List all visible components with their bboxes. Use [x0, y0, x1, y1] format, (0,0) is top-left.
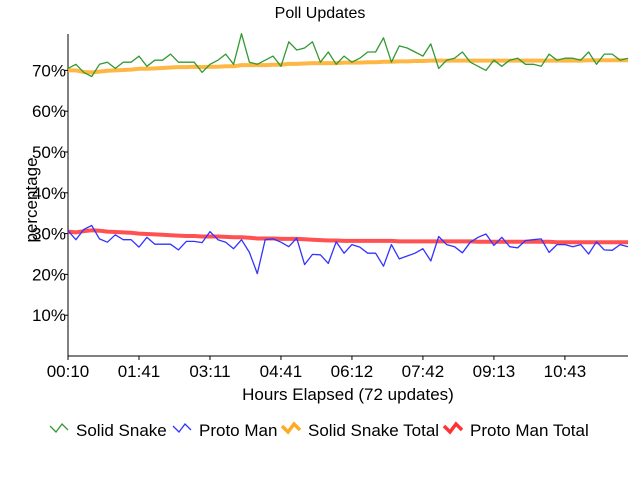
y-tick-label: 30%	[32, 225, 66, 244]
x-tick-label: 07:42	[402, 362, 445, 381]
x-tick-label: 03:11	[189, 362, 230, 381]
series-line-proto-man	[67, 224, 629, 275]
series-line-solid-snake-total	[68, 58, 628, 75]
y-tick-label: 70%	[32, 61, 66, 80]
y-tick-label: 10%	[32, 306, 66, 325]
axes: 10% 20% 30% 40% 50% 60% 70% 00:10 01:41 03:11 04:4…	[32, 34, 628, 381]
y-tick-label: 20%	[32, 265, 66, 284]
legend-label: Solid Snake Total	[308, 421, 439, 440]
x-tick-label: 09:13	[473, 362, 516, 381]
series-line-solid-snake	[67, 33, 629, 78]
x-tick-label: 00:10	[47, 362, 90, 381]
y-tick-label: 60%	[32, 102, 66, 121]
series-line-proto-man-total	[67, 228, 628, 245]
y-axis-label: percentage	[22, 157, 41, 242]
legend-swatch-icon	[172, 423, 192, 433]
x-tick-label: 01:41	[118, 362, 161, 381]
legend-swatch-icon	[49, 423, 69, 433]
legend-label: Proto Man Total	[470, 421, 589, 440]
legend-label: Proto Man	[199, 421, 277, 440]
x-tick-label: 04:41	[260, 362, 303, 381]
x-tick-label: 06:12	[331, 362, 374, 381]
y-tick-label: 40%	[32, 184, 66, 203]
x-tick-label: 10:43	[544, 362, 587, 381]
legend: Solid Snake Proto Man Solid Snake Total Pro…	[49, 421, 589, 440]
series-group	[67, 33, 629, 275]
legend-swatch-icon	[442, 421, 464, 435]
x-axis-label: Hours Elapsed (72 updates)	[242, 385, 454, 404]
y-tick-label: 50%	[32, 143, 66, 162]
legend-swatch-icon	[280, 421, 302, 435]
chart-title: Poll Updates	[275, 5, 366, 22]
legend-label: Solid Snake	[76, 421, 167, 440]
